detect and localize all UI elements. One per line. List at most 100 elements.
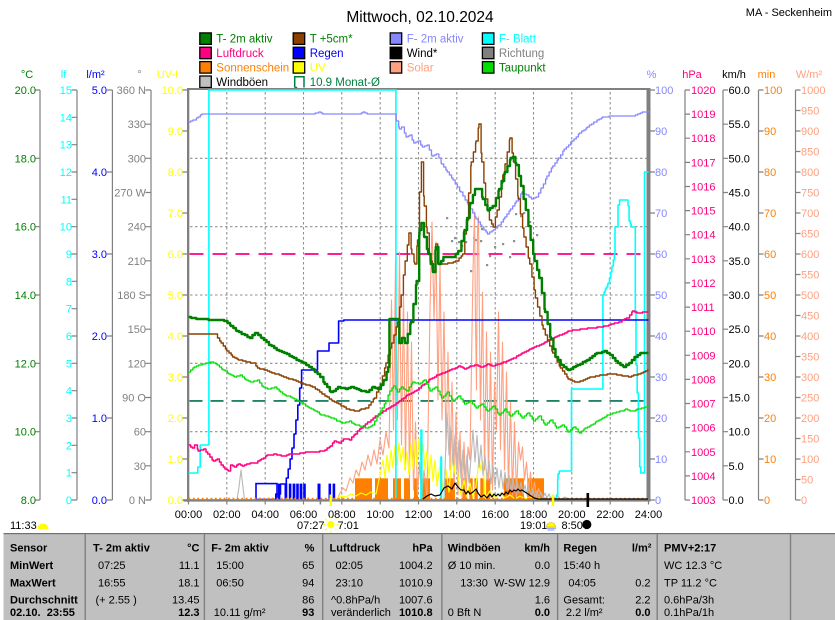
svg-text:300: 300 [801,372,819,384]
svg-text:40: 40 [655,331,667,343]
svg-text:1005: 1005 [691,447,715,459]
svg-text:700: 700 [801,208,819,220]
svg-text:200: 200 [801,413,819,425]
svg-text:1010.8: 1010.8 [399,607,433,619]
svg-text:550: 550 [801,270,819,282]
svg-text:10: 10 [655,454,667,466]
svg-text:1004: 1004 [691,471,715,483]
svg-text:50: 50 [764,290,776,302]
svg-text:3.0: 3.0 [92,249,107,261]
svg-text:2.2 l/m²: 2.2 l/m² [566,607,603,619]
svg-text:km/h: km/h [524,543,550,555]
svg-text:1019: 1019 [691,109,715,121]
svg-text:4.0: 4.0 [168,331,183,343]
svg-text:0.1hPa/1h: 0.1hPa/1h [664,607,714,619]
svg-text:hPa: hPa [412,543,433,555]
svg-text:65: 65 [302,560,314,572]
svg-text:30: 30 [764,372,776,384]
svg-text:1006: 1006 [691,423,715,435]
svg-text:1018: 1018 [691,133,715,145]
svg-text:W-SW 12.9: W-SW 12.9 [494,578,550,590]
svg-text:06:00: 06:00 [290,509,318,521]
svg-text:0: 0 [801,495,807,507]
svg-text:0.0: 0.0 [729,495,744,507]
svg-text:1000: 1000 [801,85,825,97]
svg-text:6: 6 [66,331,72,343]
svg-text:2.0: 2.0 [168,413,183,425]
svg-text:30: 30 [655,372,667,384]
svg-text:13:30: 13:30 [460,578,488,590]
svg-text:13: 13 [60,140,72,152]
svg-text:Taupunkt: Taupunkt [499,62,546,74]
svg-text:04:00: 04:00 [251,509,279,521]
svg-text:T +5cm*: T +5cm* [310,34,353,46]
svg-text:55.0: 55.0 [729,119,750,131]
svg-text:10.11 g/m²: 10.11 g/m² [214,607,266,619]
svg-text:650: 650 [801,229,819,241]
svg-text:0 N: 0 N [129,495,146,507]
svg-text:00:00: 00:00 [175,509,203,521]
svg-text:10.0: 10.0 [729,427,750,439]
svg-text:350: 350 [801,352,819,364]
svg-text:22:00: 22:00 [596,509,624,521]
svg-text:330: 330 [128,119,146,131]
svg-text:1017: 1017 [691,157,715,169]
svg-text:Durchschnitt: Durchschnitt [10,595,78,607]
svg-text:0.0: 0.0 [535,560,550,572]
svg-text:1.0: 1.0 [168,454,183,466]
svg-text:04:05: 04:05 [568,578,596,590]
svg-text:hPa: hPa [682,69,702,81]
svg-text:23:10: 23:10 [336,578,364,590]
svg-text:5.0: 5.0 [168,290,183,302]
svg-text:1: 1 [66,468,72,480]
svg-text:1.0: 1.0 [92,413,107,425]
svg-text:Wind*: Wind* [407,48,438,60]
svg-text:F- 2m aktiv: F- 2m aktiv [407,34,464,46]
svg-text:150: 150 [801,434,819,446]
svg-text:10: 10 [764,454,776,466]
svg-text:800: 800 [801,167,819,179]
svg-text:94: 94 [302,578,314,590]
svg-text:°C: °C [21,69,33,81]
svg-text:0.0: 0.0 [535,607,550,619]
svg-text:5.0: 5.0 [729,461,744,473]
svg-text:1020: 1020 [691,85,715,97]
svg-text:950: 950 [801,106,819,118]
svg-text:lf: lf [61,69,67,81]
svg-text:10: 10 [60,222,72,234]
svg-text:WC 12.3 °C: WC 12.3 °C [664,560,722,572]
svg-text:l/m²: l/m² [632,543,652,555]
svg-text:Solar: Solar [407,62,434,74]
svg-text:24:00: 24:00 [635,509,663,521]
svg-text:min: min [758,69,776,81]
svg-text:13.45: 13.45 [172,595,200,607]
svg-text:15: 15 [60,85,72,97]
svg-text:8.0: 8.0 [168,167,183,179]
svg-text:16:00: 16:00 [481,509,509,521]
svg-text:100: 100 [764,85,782,97]
svg-text:1004.2: 1004.2 [399,560,433,572]
svg-text:100: 100 [801,454,819,466]
svg-text:9: 9 [66,249,72,261]
svg-text:F- Blatt: F- Blatt [499,34,537,46]
svg-text:40.0: 40.0 [729,222,750,234]
svg-text:10:00: 10:00 [366,509,394,521]
svg-text:1015: 1015 [691,206,715,218]
svg-text:Gesamt:: Gesamt: [563,595,605,607]
svg-text:1010: 1010 [691,326,715,338]
svg-text:14: 14 [60,112,72,124]
svg-text:km/h: km/h [722,69,746,81]
svg-text:70: 70 [764,208,776,220]
svg-text:1016: 1016 [691,182,715,194]
svg-text:6.0: 6.0 [168,249,183,261]
svg-text:7.0: 7.0 [168,208,183,220]
svg-text:UV: UV [310,62,326,74]
svg-text:500: 500 [801,290,819,302]
svg-text:70: 70 [655,208,667,220]
svg-text:TP 11.2 °C: TP 11.2 °C [664,578,717,590]
svg-text:12: 12 [60,167,72,179]
svg-text:10.0: 10.0 [162,85,183,97]
svg-text:Regen: Regen [563,543,597,555]
svg-text:Windböen: Windböen [448,543,501,555]
svg-text:0.0: 0.0 [168,495,183,507]
